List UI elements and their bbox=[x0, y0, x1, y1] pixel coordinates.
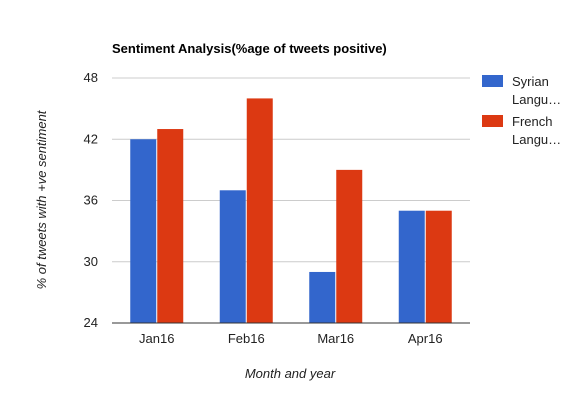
bar-Feb16-series-2 bbox=[246, 98, 273, 324]
y-tick-label: 30 bbox=[84, 254, 98, 269]
y-tick-label: 48 bbox=[84, 70, 98, 85]
legend-label-1: Syrian Langu… bbox=[512, 74, 561, 107]
chart-title: Sentiment Analysis(%age of tweets positi… bbox=[112, 41, 387, 56]
y-tick-label: 36 bbox=[84, 193, 98, 208]
y-tick-label: 24 bbox=[84, 315, 98, 330]
legend-swatch-1 bbox=[482, 75, 503, 87]
bars bbox=[130, 98, 452, 324]
x-tick-labels: Jan16 Feb16 Mar16 Apr16 bbox=[139, 331, 443, 346]
bar-Feb16-series-1 bbox=[219, 190, 246, 323]
x-tick-label: Apr16 bbox=[408, 331, 443, 346]
legend-label-2: French Langu… bbox=[512, 114, 561, 147]
bar-Jan16-series-2 bbox=[157, 129, 184, 323]
x-axis-title: Month and year bbox=[245, 366, 336, 381]
y-tick-label: 42 bbox=[84, 131, 98, 146]
bar-Mar16-series-2 bbox=[336, 169, 363, 323]
bar-Mar16-series-1 bbox=[309, 271, 336, 323]
y-axis-title: % of tweets with +ve sentiment bbox=[34, 109, 49, 289]
bar-Apr16-series-2 bbox=[425, 210, 452, 323]
bar-Jan16-series-1 bbox=[130, 139, 157, 323]
y-tick-labels: 24 30 36 42 48 bbox=[84, 70, 98, 330]
x-tick-label: Mar16 bbox=[317, 331, 354, 346]
x-tick-label: Feb16 bbox=[228, 331, 265, 346]
legend: Syrian Langu… French Langu… bbox=[482, 74, 561, 147]
bar-Apr16-series-1 bbox=[398, 210, 425, 323]
legend-swatch-2 bbox=[482, 115, 503, 127]
x-tick-label: Jan16 bbox=[139, 331, 174, 346]
